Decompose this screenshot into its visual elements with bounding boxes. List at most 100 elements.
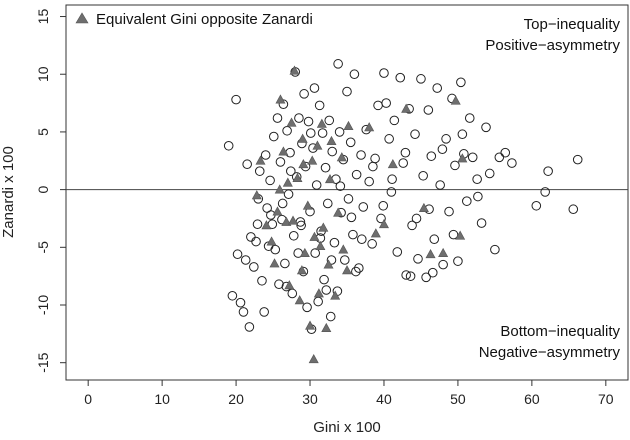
filled-triangle-point: [315, 240, 326, 251]
filled-triangle-point: [313, 288, 324, 298]
filled-triangle-point: [297, 133, 308, 143]
filled-triangle-point: [316, 118, 327, 128]
open-circle-point: [473, 191, 483, 202]
open-circle-point: [456, 77, 466, 88]
open-circle-point: [351, 169, 362, 180]
filled-triangle-point: [341, 265, 353, 275]
open-circle-point: [286, 166, 296, 176]
open-circle-point: [311, 180, 322, 190]
open-circle-point: [494, 152, 505, 163]
open-circle-point: [400, 147, 411, 158]
open-circle-point: [235, 297, 246, 308]
filled-triangle-point: [438, 247, 449, 257]
y-tick-label: -5: [35, 241, 51, 254]
filled-triangle-point: [336, 152, 347, 162]
filled-triangle-point: [364, 122, 375, 132]
open-circle-point: [259, 307, 269, 317]
filled-triangle-point: [261, 220, 272, 230]
filled-triangle-point: [324, 174, 335, 184]
open-circle-point: [378, 200, 389, 211]
filled-triangle-point: [281, 216, 292, 226]
y-tick-label: 5: [35, 128, 51, 136]
filled-triangle-point: [323, 259, 334, 269]
y-tick-label: 15: [35, 9, 51, 25]
open-circle-point: [274, 279, 284, 290]
open-circle-point: [407, 220, 417, 231]
open-circle-point: [280, 258, 290, 269]
annotation-top-line1: Top−inequality: [524, 16, 621, 33]
open-circle-point: [457, 129, 468, 140]
filled-triangle-point: [378, 219, 389, 229]
open-circle-point: [246, 232, 256, 242]
open-circle-point: [325, 311, 336, 322]
filled-triangle-point: [343, 120, 354, 131]
open-circle-point: [283, 189, 294, 200]
open-circle-point: [416, 74, 426, 84]
open-circle-point: [254, 166, 265, 176]
open-circle-point: [322, 198, 333, 209]
open-circle-point: [418, 170, 428, 181]
open-circle-point: [481, 122, 491, 133]
open-circle-point: [319, 274, 329, 285]
open-circle-point: [287, 288, 298, 299]
open-circle-point: [265, 175, 275, 186]
open-circle-point: [296, 220, 306, 231]
open-circle-point: [387, 174, 397, 185]
open-circle-point: [421, 272, 431, 283]
open-circle-point: [268, 131, 279, 142]
filled-triangle-point: [307, 155, 318, 165]
open-circle-point: [333, 59, 343, 69]
open-circle-point: [437, 144, 448, 155]
open-circle-point: [232, 249, 243, 260]
filled-triangle-point: [308, 354, 319, 364]
open-circle-point: [543, 166, 553, 176]
legend: Equivalent Gini opposite Zanardi: [75, 11, 313, 28]
y-tick-label: -15: [35, 352, 51, 372]
filled-triangle-point: [318, 222, 329, 232]
filled-triangle-series: [251, 65, 468, 364]
open-circle-point: [270, 244, 281, 255]
filled-triangle-point: [299, 247, 310, 257]
filled-triangle-point: [278, 146, 289, 156]
open-circle-point: [275, 157, 286, 167]
filled-triangle-point: [338, 244, 349, 254]
open-circle-point: [252, 219, 263, 230]
filled-triangle-point: [296, 265, 307, 275]
open-circle-point: [356, 234, 367, 245]
open-circle-point: [531, 200, 542, 211]
open-circle-point: [432, 83, 443, 93]
open-circle-point: [288, 230, 299, 241]
filled-triangle-point: [326, 135, 337, 146]
open-circle-point: [339, 255, 350, 265]
open-circle-point: [249, 262, 259, 272]
open-circle-point: [282, 125, 292, 136]
filled-triangle-point: [284, 280, 295, 290]
open-circle-point: [423, 105, 434, 115]
open-circle-point: [310, 248, 321, 258]
open-circle-point: [444, 206, 454, 217]
open-circle-point: [227, 290, 238, 301]
open-circle-point: [384, 134, 394, 144]
x-axis-title: Gini x 100: [313, 419, 381, 436]
open-circle-point: [356, 150, 366, 160]
open-circle-point: [345, 137, 356, 148]
filled-triangle-point: [418, 202, 429, 212]
open-circle-point: [411, 213, 422, 224]
filled-triangle-point: [288, 215, 299, 225]
open-circle-point: [251, 236, 261, 247]
open-circle-point: [321, 285, 332, 295]
legend-label: Equivalent Gini opposite Zanardi: [96, 11, 313, 28]
filled-triangle-point: [266, 236, 277, 246]
open-circle-point: [405, 271, 416, 281]
legend-triangle-marker: [75, 12, 89, 24]
open-circle-point: [398, 158, 409, 168]
x-tick-label: 60: [524, 391, 540, 407]
y-tick-label: -10: [35, 295, 51, 315]
annotation-bottom-line2: Negative−asymmetry: [479, 344, 621, 361]
y-axis-title: Zanardi x 100: [0, 146, 17, 238]
open-circle-point: [294, 113, 304, 123]
x-tick-label: 20: [228, 391, 244, 407]
open-circle-point: [272, 113, 283, 123]
filled-triangle-point: [251, 190, 262, 200]
x-tick-label: 30: [302, 391, 318, 407]
